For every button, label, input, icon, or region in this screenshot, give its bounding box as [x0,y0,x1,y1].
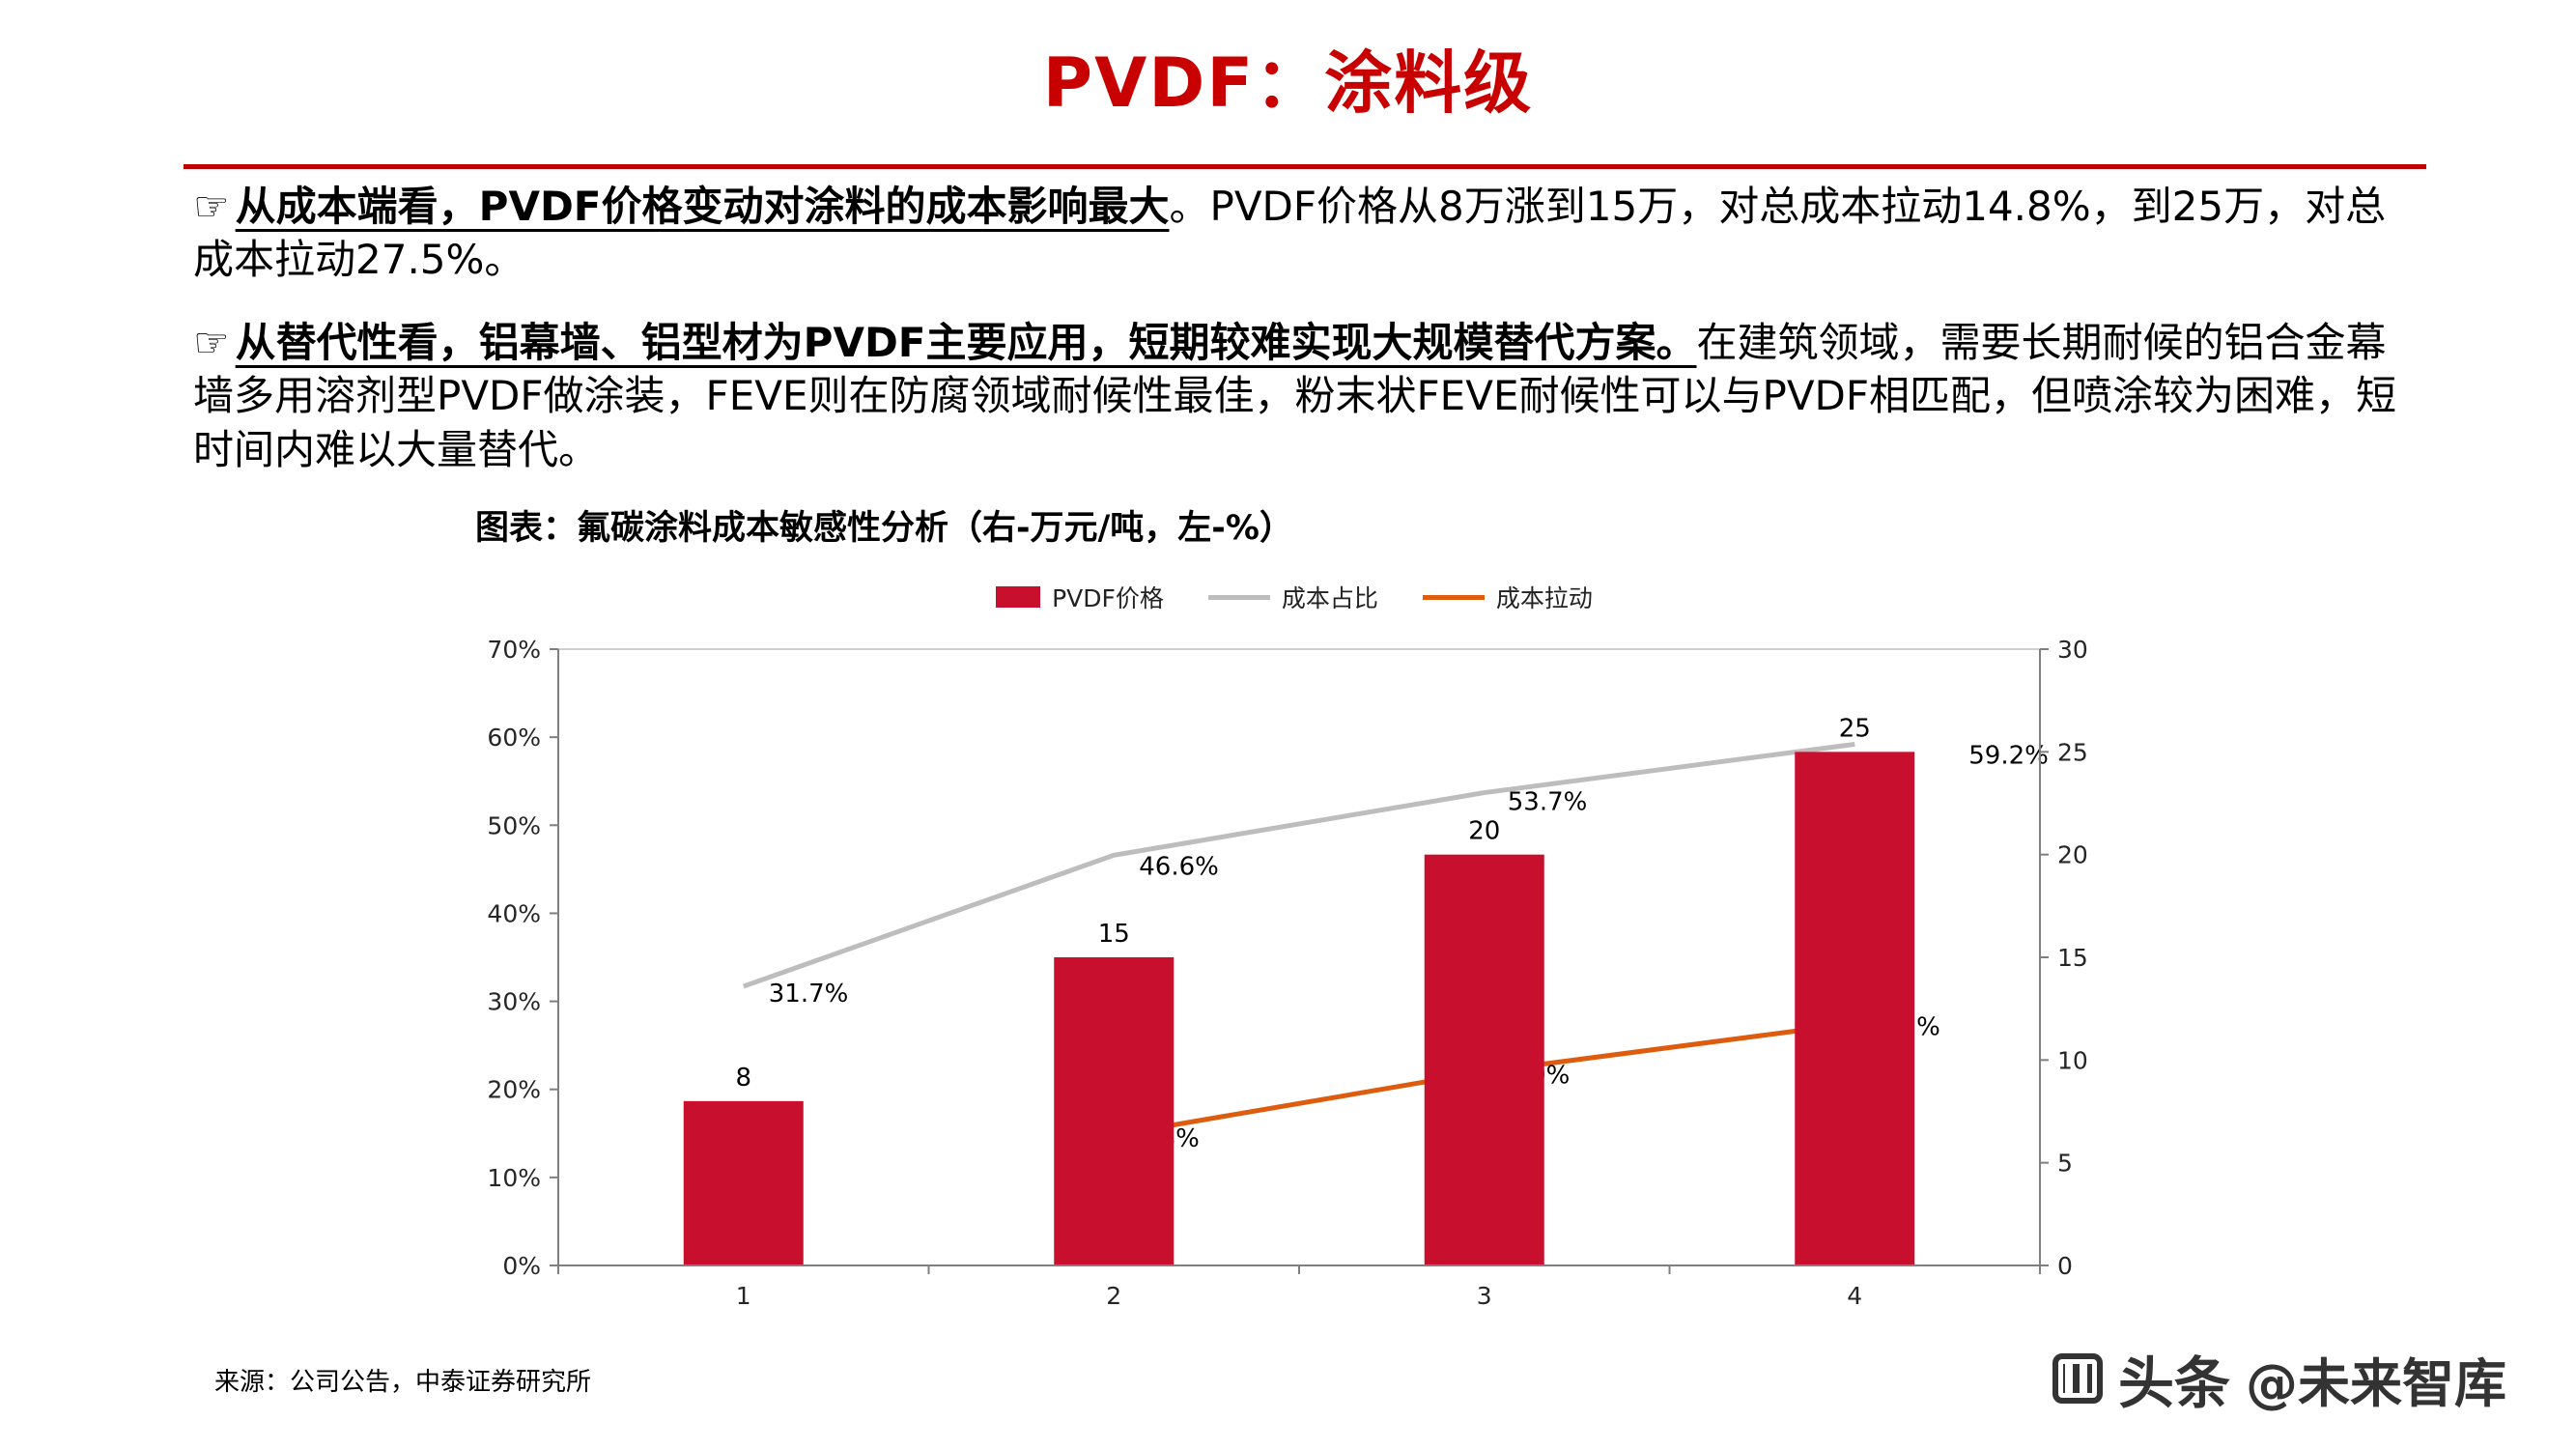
price-bar-value-label: 15 [1098,920,1130,949]
right-axis-tick-label: 25 [2057,738,2088,766]
cost-share-value-label: 53.7% [1508,788,1588,817]
watermark-handle: @未来智库 [2246,1352,2506,1414]
right-axis-tick-label: 10 [2057,1046,2088,1074]
left-axis-tick-label: 0% [502,1252,541,1280]
price-bar [1424,854,1544,1265]
watermark: 头条 @未来智库 [2052,1338,2506,1419]
x-axis-category-label: 2 [1106,1282,1121,1310]
legend-label: 成本占比 [1281,584,1378,612]
cost-share-value-label: 59.2% [1968,741,2049,770]
left-axis-tick-label: 50% [487,811,541,839]
right-axis-tick-label: 5 [2057,1150,2073,1178]
legend-item: PVDF价格 [996,580,1164,614]
combo-chart-canvas: 70% 60% 50% 40% 30% 20% 10% 0% 30 25 20 15 10 5 0 1 2 3 4 1… [487,636,2088,1310]
right-axis-tick-label: 30 [2057,636,2088,664]
left-axis-tick-label: 40% [487,899,541,927]
toutiao-logo-icon [2052,1353,2103,1404]
right-axis-tick-label: 15 [2057,944,2088,972]
legend-label: PVDF价格 [1052,584,1164,612]
left-axis-tick-label: 70% [487,636,541,664]
pointer-hand-icon: ☞ [193,183,230,230]
pointer-hand-icon: ☞ [193,318,230,366]
bullet-list: ☞ 从成本端看，PVDF价格变动对涂料的成本影响最大。PVDF价格从8万涨到15万… [193,180,2400,505]
price-bar [683,1100,804,1265]
x-axis-category-label: 1 [736,1282,751,1310]
right-axis-tick-label: 0 [2057,1252,2073,1280]
price-bar-value-label: 20 [1468,817,1500,846]
legend-item: 成本拉动 [1422,580,1593,614]
x-axis-category-label: 4 [1847,1282,1862,1310]
left-axis-tick-label: 20% [487,1076,541,1104]
right-axis-tick-label: 20 [2057,841,2088,869]
legend-item: 成本占比 [1207,580,1378,614]
price-bar [1054,957,1175,1265]
source-note: 来源：公司公告，中泰证券研究所 [214,1368,592,1397]
bullet-item-substitution: ☞ 从替代性看，铝幕墙、铝型材为PVDF主要应用，短期较难实现大规模替代方案。在建… [193,316,2400,476]
bullet-lead-text: 从成本端看，PVDF价格变动对涂料的成本影响最大 [235,183,1170,230]
cost-share-value-label: 31.7% [769,980,849,1009]
bullet-item-cost: ☞ 从成本端看，PVDF价格变动对涂料的成本影响最大。PVDF价格从8万涨到15万… [193,180,2400,287]
legend-line-swatch [1207,594,1270,600]
left-axis-tick-label: 30% [487,988,541,1016]
watermark-brand: 头条 [2117,1350,2230,1416]
cost-share-line [742,741,1855,989]
bullet-body-text: 在建筑领域，需要长期耐候的铝合金幕墙多用溶剂型PVDF做涂装，FEVE则在防腐领… [193,318,2397,473]
left-axis-tick-label: 10% [487,1164,541,1192]
legend-label: 成本拉动 [1495,584,1593,612]
bullet-lead-text: 从替代性看，铝幕墙、铝型材为PVDF主要应用，短期较难实现大规模替代方案。 [235,318,1697,366]
chart-legend: PVDF价格 成本占比 成本拉动 [425,580,2164,614]
chart-title: 图表：氟碳涂料成本敏感性分析（右-万元/吨，左-%） [475,509,1293,548]
price-bar-value-label: 25 [1839,714,1871,743]
legend-line-swatch [1422,594,1485,600]
legend-bar-swatch [996,586,1041,608]
bullet-body-text: 。PVDF价格从8万涨到15万，对总成本拉动14.8%，到25万，对总成本拉动2… [193,183,2387,284]
chart-figure: PVDF价格 成本占比 成本拉动 70% 60% 50% 40% 30% 20% 10% 0% 30… [425,570,2164,1352]
price-bar-value-label: 8 [735,1064,751,1093]
cost-share-value-label: 46.6% [1139,852,1219,881]
x-axis-category-label: 3 [1477,1282,1492,1310]
left-axis-tick-label: 60% [487,724,541,752]
price-bar [1795,752,1915,1265]
title-rule [184,164,2426,169]
page-title: PVDF：涂料级 [1042,43,1534,123]
